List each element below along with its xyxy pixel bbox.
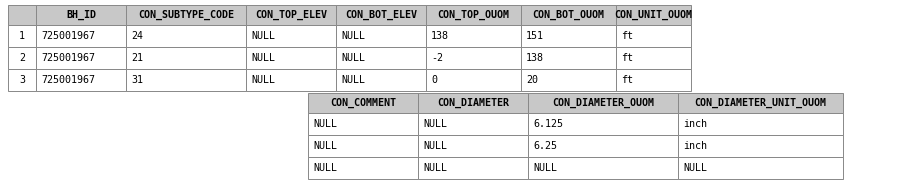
Text: 0: 0 <box>431 75 437 85</box>
Text: inch: inch <box>683 119 707 129</box>
Bar <box>528 157 678 179</box>
Text: 725001967: 725001967 <box>41 75 95 85</box>
Bar <box>126 47 246 69</box>
Bar <box>678 93 843 113</box>
Bar <box>308 135 418 157</box>
Bar <box>418 157 528 179</box>
Bar <box>678 157 843 179</box>
Bar <box>616 47 691 69</box>
Bar <box>8 5 36 25</box>
Text: ft: ft <box>621 53 633 63</box>
Bar <box>8 69 36 91</box>
Bar <box>36 5 126 25</box>
Text: CON_DIAMETER_UNIT_OUOM: CON_DIAMETER_UNIT_OUOM <box>695 98 826 108</box>
Bar <box>521 5 616 25</box>
Bar <box>528 113 678 135</box>
Text: NULL: NULL <box>313 163 337 173</box>
Text: 1: 1 <box>19 31 25 41</box>
Text: NULL: NULL <box>251 53 275 63</box>
Text: CON_COMMENT: CON_COMMENT <box>330 98 396 108</box>
Text: NULL: NULL <box>313 119 337 129</box>
Bar <box>528 93 678 113</box>
Text: CON_BOT_OUOM: CON_BOT_OUOM <box>533 10 605 20</box>
Text: 24: 24 <box>131 31 143 41</box>
Text: 31: 31 <box>131 75 143 85</box>
Text: 6.25: 6.25 <box>533 141 557 151</box>
Bar <box>418 135 528 157</box>
Bar <box>308 93 418 113</box>
Bar <box>8 47 36 69</box>
Bar <box>616 5 691 25</box>
Bar <box>336 69 426 91</box>
Text: NULL: NULL <box>313 141 337 151</box>
Text: ft: ft <box>621 75 633 85</box>
Bar <box>126 25 246 47</box>
Bar <box>426 47 521 69</box>
Bar <box>521 25 616 47</box>
Text: CON_BOT_ELEV: CON_BOT_ELEV <box>345 10 417 20</box>
Bar <box>246 25 336 47</box>
Text: CON_UNIT_OUOM: CON_UNIT_OUOM <box>615 10 692 20</box>
Bar <box>36 69 126 91</box>
Text: CON_DIAMETER_OUOM: CON_DIAMETER_OUOM <box>552 98 654 108</box>
Bar <box>246 69 336 91</box>
Text: CON_DIAMETER: CON_DIAMETER <box>437 98 509 108</box>
Bar <box>336 25 426 47</box>
Bar <box>308 157 418 179</box>
Text: 725001967: 725001967 <box>41 31 95 41</box>
Bar <box>126 69 246 91</box>
Text: NULL: NULL <box>251 31 275 41</box>
Text: -2: -2 <box>431 53 443 63</box>
Bar <box>426 5 521 25</box>
Bar <box>521 69 616 91</box>
Text: CON_SUBTYPE_CODE: CON_SUBTYPE_CODE <box>138 10 234 20</box>
Bar <box>336 5 426 25</box>
Text: NULL: NULL <box>341 75 365 85</box>
Bar <box>616 25 691 47</box>
Bar <box>418 113 528 135</box>
Bar <box>36 47 126 69</box>
Text: NULL: NULL <box>533 163 557 173</box>
Bar <box>36 25 126 47</box>
Bar <box>426 69 521 91</box>
Bar <box>521 47 616 69</box>
Bar <box>126 5 246 25</box>
Text: 151: 151 <box>526 31 544 41</box>
Text: NULL: NULL <box>423 163 447 173</box>
Text: NULL: NULL <box>341 53 365 63</box>
Text: CON_TOP_ELEV: CON_TOP_ELEV <box>255 10 327 20</box>
Text: 3: 3 <box>19 75 25 85</box>
Text: NULL: NULL <box>341 31 365 41</box>
Bar <box>616 69 691 91</box>
Text: BH_ID: BH_ID <box>66 10 96 20</box>
Bar <box>678 135 843 157</box>
Text: CON_TOP_OUOM: CON_TOP_OUOM <box>437 10 509 20</box>
Text: NULL: NULL <box>683 163 707 173</box>
Text: 20: 20 <box>526 75 538 85</box>
Text: 2: 2 <box>19 53 25 63</box>
Bar <box>528 135 678 157</box>
Text: NULL: NULL <box>423 141 447 151</box>
Bar <box>336 47 426 69</box>
Bar <box>8 25 36 47</box>
Text: 138: 138 <box>526 53 544 63</box>
Text: 21: 21 <box>131 53 143 63</box>
Text: NULL: NULL <box>251 75 275 85</box>
Bar <box>308 113 418 135</box>
Text: ft: ft <box>621 31 633 41</box>
Bar <box>246 47 336 69</box>
Text: 138: 138 <box>431 31 449 41</box>
Bar <box>246 5 336 25</box>
Text: inch: inch <box>683 141 707 151</box>
Text: 725001967: 725001967 <box>41 53 95 63</box>
Bar <box>418 93 528 113</box>
Text: NULL: NULL <box>423 119 447 129</box>
Bar <box>426 25 521 47</box>
Bar <box>678 113 843 135</box>
Text: 6.125: 6.125 <box>533 119 563 129</box>
